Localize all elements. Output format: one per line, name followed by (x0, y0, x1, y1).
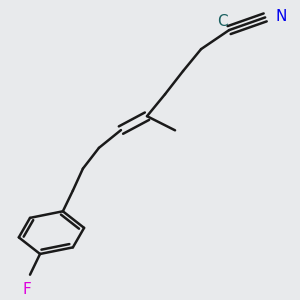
Text: F: F (23, 282, 32, 297)
Text: C: C (217, 14, 228, 29)
Text: N: N (275, 8, 287, 23)
